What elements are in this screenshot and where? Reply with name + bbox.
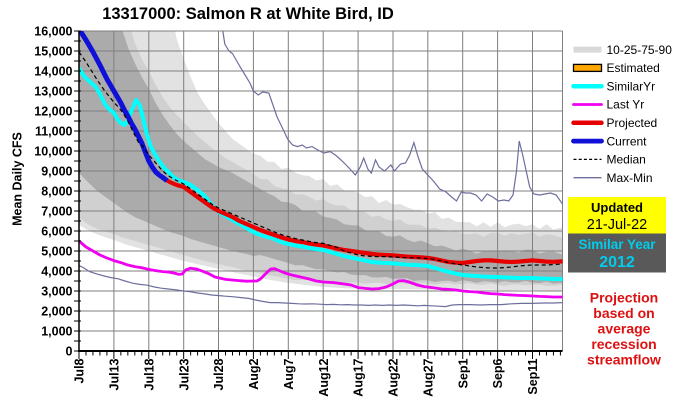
- svg-text:15,000: 15,000: [34, 45, 72, 59]
- svg-text:streamflow: streamflow: [587, 352, 661, 368]
- svg-text:Aug27: Aug27: [421, 358, 435, 396]
- svg-text:Jul18: Jul18: [142, 358, 156, 390]
- svg-text:recession: recession: [591, 336, 656, 352]
- svg-text:Aug2: Aug2: [247, 358, 261, 389]
- svg-text:average: average: [598, 321, 651, 337]
- svg-text:Estimated: Estimated: [607, 61, 660, 75]
- svg-text:Sep1: Sep1: [456, 358, 470, 388]
- svg-text:Jul8: Jul8: [73, 358, 87, 383]
- svg-text:Jul28: Jul28: [212, 358, 226, 390]
- svg-text:13317000: Salmon R at White Bi: 13317000: Salmon R at White Bird, ID: [102, 5, 394, 23]
- svg-text:16,000: 16,000: [34, 25, 72, 39]
- svg-text:10,000: 10,000: [34, 145, 72, 159]
- svg-text:Sep6: Sep6: [491, 358, 505, 388]
- svg-text:Max-Min: Max-Min: [607, 171, 653, 185]
- svg-text:3,000: 3,000: [41, 285, 72, 299]
- svg-text:Jul23: Jul23: [177, 358, 191, 390]
- svg-text:Sep11: Sep11: [526, 358, 540, 394]
- svg-text:14,000: 14,000: [34, 65, 72, 79]
- svg-text:8,000: 8,000: [41, 185, 72, 199]
- svg-text:4,000: 4,000: [41, 265, 72, 279]
- svg-text:based on: based on: [593, 305, 654, 321]
- svg-text:13,000: 13,000: [34, 85, 72, 99]
- svg-text:Median: Median: [607, 153, 646, 167]
- svg-text:Last Yr: Last Yr: [607, 98, 645, 112]
- svg-text:2012: 2012: [599, 254, 635, 271]
- svg-text:0: 0: [66, 345, 73, 359]
- svg-text:Jul13: Jul13: [108, 358, 122, 390]
- svg-text:Projected: Projected: [607, 116, 658, 130]
- svg-text:7,000: 7,000: [41, 205, 72, 219]
- svg-text:Mean Daily CFS: Mean Daily CFS: [11, 132, 25, 226]
- svg-text:Aug7: Aug7: [282, 358, 296, 389]
- svg-text:Updated: Updated: [591, 200, 643, 215]
- svg-text:Aug12: Aug12: [317, 358, 331, 396]
- svg-text:5,000: 5,000: [41, 245, 72, 259]
- svg-text:1,000: 1,000: [41, 325, 72, 339]
- svg-text:10-25-75-90: 10-25-75-90: [607, 43, 673, 57]
- svg-text:6,000: 6,000: [41, 225, 72, 239]
- svg-text:21-Jul-22: 21-Jul-22: [587, 217, 647, 233]
- svg-text:Aug17: Aug17: [352, 358, 366, 396]
- svg-text:2,000: 2,000: [41, 305, 72, 319]
- svg-text:Aug22: Aug22: [387, 358, 401, 396]
- svg-text:SimilarYr: SimilarYr: [607, 79, 656, 93]
- svg-text:9,000: 9,000: [41, 165, 72, 179]
- svg-text:Similar Year: Similar Year: [578, 237, 656, 252]
- svg-text:11,000: 11,000: [35, 125, 73, 139]
- svg-text:Current: Current: [607, 134, 648, 148]
- svg-text:12,000: 12,000: [34, 105, 72, 119]
- svg-text:Projection: Projection: [590, 290, 658, 306]
